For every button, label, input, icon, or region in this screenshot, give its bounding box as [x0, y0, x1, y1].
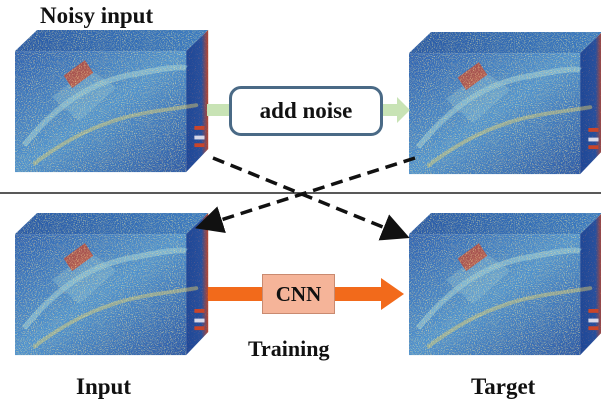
input-label: Input — [76, 374, 131, 399]
training-label: Training — [248, 336, 330, 361]
add-noise-box: add noise — [229, 86, 383, 136]
cnn-arrow — [208, 278, 404, 310]
input-cube — [15, 213, 208, 355]
target-cube — [409, 213, 601, 355]
target-label: Target — [471, 374, 536, 399]
cnn-label: CNN — [275, 281, 322, 306]
noisy-output-cube — [409, 32, 601, 174]
noisy-input-cube — [15, 30, 208, 172]
add-noise-arrow — [207, 97, 410, 123]
cnn-box: CNN — [262, 274, 335, 314]
dashed-arrow-to-target — [212, 156, 410, 241]
noisy-input-label: Noisy input — [40, 3, 154, 28]
add-noise-label: add noise — [259, 98, 353, 123]
